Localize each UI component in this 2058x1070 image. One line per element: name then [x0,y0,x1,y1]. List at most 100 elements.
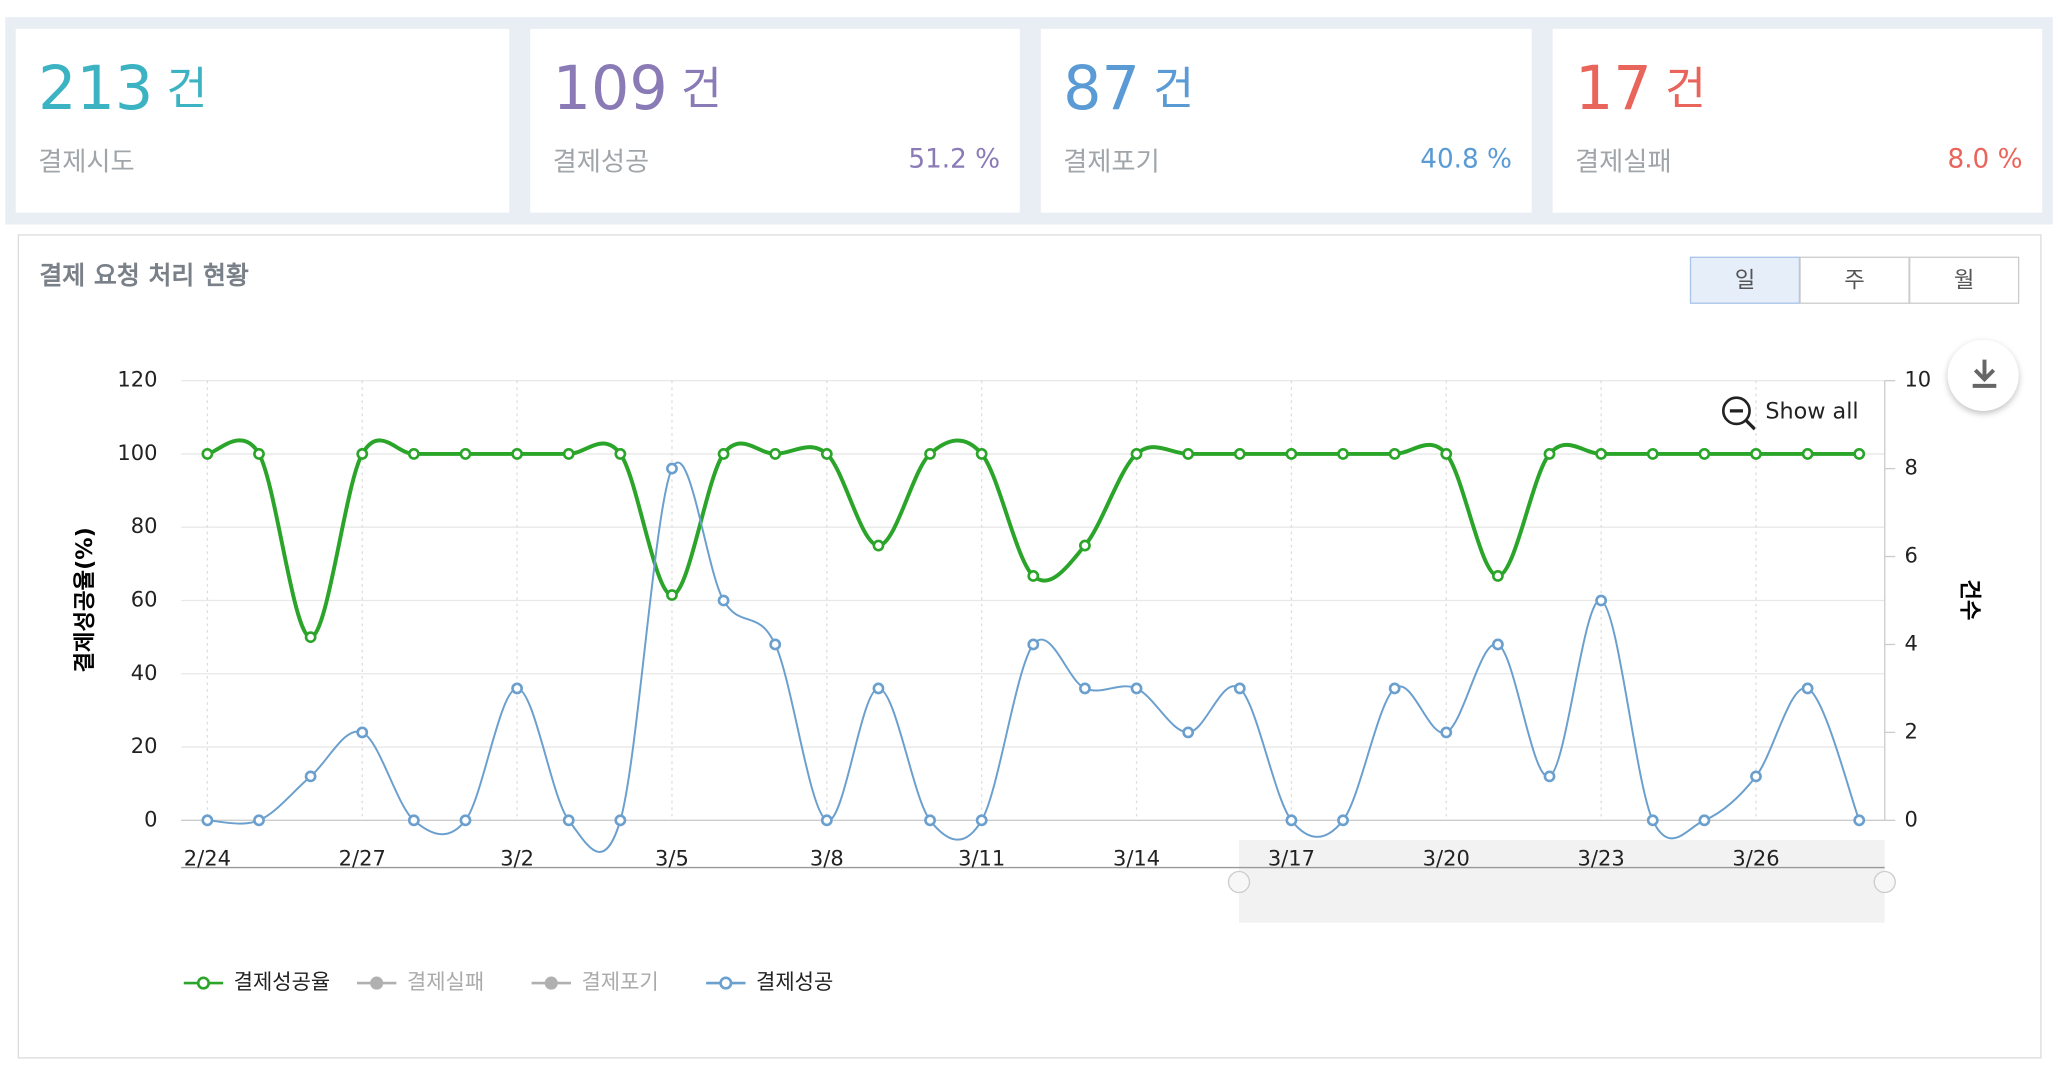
series-point [304,631,317,644]
series-point [1595,448,1608,460]
tab-box[interactable] [1909,256,2020,304]
zoom-icon-line [1729,409,1756,431]
legend-label[interactable]: 결제성공 [756,970,833,994]
series-point [820,448,833,460]
card-count-unit: 건 [681,63,722,115]
tab-label[interactable]: 주 [1844,267,1865,293]
series-point [1543,448,1556,460]
card-label: 결제시도 [38,147,135,177]
x-tick-label: 3/2 [500,847,534,871]
legend-label[interactable]: 결제실패 [407,970,484,994]
series-point [1750,448,1762,460]
y-axis-title: 결제성공율(%) [72,527,98,672]
card-label: 결제포기 [1063,147,1160,177]
series-point [1285,448,1298,460]
x-tick-label: 3/17 [1268,847,1315,871]
navigator-handle[interactable] [1227,870,1251,894]
series-point [1698,448,1711,460]
series-point [1491,638,1504,651]
series-point [253,448,265,460]
y-tick-label: 80 [131,514,158,538]
x-tick-label: 3/5 [655,847,689,871]
tab[interactable]: 월 [1909,256,2020,304]
series-point [201,448,214,460]
tab-label[interactable]: 월 [1954,267,1975,293]
series-point [562,448,575,460]
series-point [769,448,782,460]
x-tick-label: 2/24 [184,847,231,871]
legend-item[interactable]: 결제성공율 [183,970,331,994]
plot: 0 20 40 60 80 100 120 0 2 4 6 8 10 2/24 2/27 3/2 3/5 3/8 3… [72,368,1982,994]
card-percent: 40.8 % [1420,145,1512,175]
series-point [872,682,885,695]
card-count-unit: 건 [1665,63,1706,115]
zoom-icon [1722,396,1751,426]
tab-box[interactable] [1689,256,1801,304]
series-point [1233,448,1246,460]
show-all-text[interactable]: Show all [1765,399,1858,425]
legend-item[interactable]: 결제성공 [706,970,833,994]
series-point [201,814,214,827]
legend-label[interactable]: 결제성공율 [234,970,331,994]
series-point [407,814,420,827]
x-tick-label: 3/20 [1423,847,1470,871]
series-point [304,770,317,783]
x-tick-label: 3/23 [1578,847,1625,871]
legend-marker [544,976,558,990]
y2-tick-label: 6 [1904,544,1917,568]
legend-item[interactable]: 결제실패 [357,970,484,994]
series-point [666,462,678,475]
legend-marker [719,976,733,990]
series-point [924,448,936,460]
legend-marker [370,976,384,990]
card-count-value: 17 [1575,53,1652,123]
series-point [356,448,369,460]
legend-label[interactable]: 결제포기 [581,970,658,994]
series-point [820,814,833,827]
card-background [1552,28,2043,213]
legend-item[interactable]: 결제포기 [531,970,659,994]
y2-tick-label: 2 [1904,719,1917,743]
series-point [1388,448,1401,460]
series-point [1440,726,1453,739]
card-background [1040,28,1532,213]
series-point [872,539,885,552]
download-button[interactable] [1947,339,2019,411]
card-count: 87 건 [1063,53,1194,123]
navigator-range [1239,840,1885,923]
y2-tick-label: 4 [1904,631,1917,655]
series-point [1182,448,1195,460]
y2-tick-label: 10 [1904,368,1931,392]
x-tick-label: 3/11 [958,847,1005,871]
show-all-button[interactable]: Show all [1722,396,1859,431]
series-point [1543,770,1556,783]
series-point [356,726,369,739]
card-count: 17 건 [1575,53,1706,123]
y-tick-label: 60 [131,587,158,611]
series-point [1646,814,1659,827]
tab[interactable]: 주 [1799,256,1910,304]
tab[interactable]: 일 [1689,256,1801,304]
card-count: 213 건 [38,53,207,123]
tab-box[interactable] [1799,256,1910,304]
series-point [253,814,265,827]
card-label: 결제성공 [553,147,650,177]
tab-label[interactable]: 일 [1735,267,1756,293]
card-percent: 8.0 % [1948,145,2023,175]
series-point [1388,682,1401,695]
series-point [511,448,524,460]
series-point [1801,448,1814,460]
navigator-handle[interactable] [1873,870,1896,894]
series-point [1801,682,1814,695]
card-count-value: 87 [1063,53,1140,123]
series-point [1750,770,1762,783]
y-tick-label: 40 [131,661,158,685]
series-point [1027,638,1040,651]
series-point [769,638,782,651]
series-point [1079,539,1091,552]
y-tick-label: 20 [131,734,158,758]
